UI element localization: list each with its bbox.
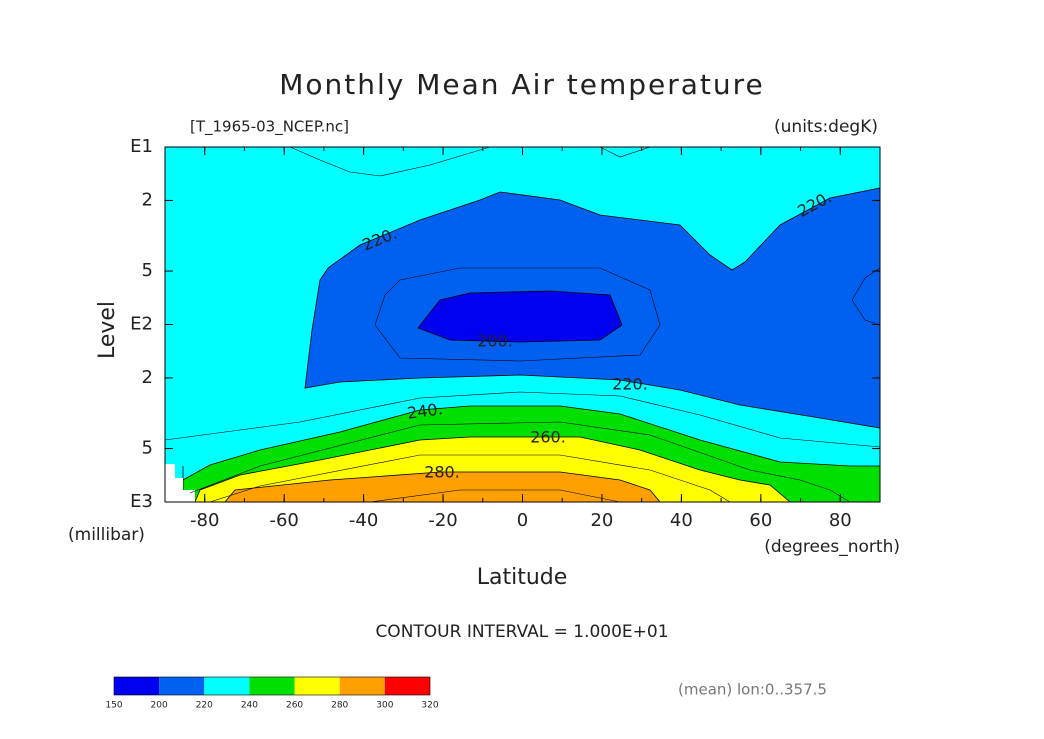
y-tick-label: 5 — [142, 438, 153, 459]
x-tick-label: -40 — [349, 510, 378, 531]
x-tick-label: -20 — [428, 510, 457, 531]
y-tick-label: E1 — [130, 136, 153, 157]
contour-line — [599, 146, 651, 158]
colorbar-label: 150 — [105, 701, 122, 711]
colorbar-swatch — [384, 677, 430, 695]
y-tick-label: E2 — [130, 314, 153, 335]
x-tick-label: 60 — [749, 510, 772, 531]
colorbar-swatch — [339, 677, 385, 695]
y-tick-label: 5 — [142, 260, 153, 281]
x-tick-label: 0 — [517, 510, 528, 531]
colorbar-swatch — [204, 677, 250, 695]
footnote: (mean) lon:0..357.5 — [678, 681, 827, 699]
x-units: (degrees_north) — [764, 537, 900, 557]
contour-label: 240. — [406, 399, 444, 423]
file-label: [T_1965-03_NCEP.nc] — [190, 118, 349, 137]
contour-line — [369, 489, 621, 503]
contour-label: 200. — [477, 332, 513, 351]
contour-label: 280. — [424, 463, 460, 482]
x-tick-label: 20 — [590, 510, 613, 531]
contour-line — [289, 146, 491, 177]
x-tick-label: 80 — [829, 510, 852, 531]
colorbar-swatch — [294, 677, 340, 695]
colorbar-label: 320 — [421, 701, 438, 711]
contour-label: 260. — [530, 428, 566, 447]
chart-title: Monthly Mean Air temperature — [279, 68, 765, 101]
x-tick-label: -80 — [190, 510, 219, 531]
contour-line — [209, 454, 731, 503]
y-units: (millibar) — [68, 525, 145, 545]
x-axis-label: Latitude — [477, 565, 568, 590]
colorbar-label: 300 — [376, 701, 393, 711]
contour-line — [189, 421, 851, 503]
contour-fill — [224, 471, 661, 503]
contour-line — [164, 391, 881, 448]
colorbar-label: 200 — [151, 701, 168, 711]
x-tick-label: -60 — [269, 510, 298, 531]
y-axis-label: Level — [95, 301, 120, 359]
contour-fill — [417, 290, 623, 343]
colorbar-label: 240 — [241, 701, 258, 711]
missing-data — [165, 464, 195, 502]
contour-line — [851, 267, 881, 326]
colorbar-label: 260 — [286, 701, 303, 711]
units-label: (units:degK) — [774, 117, 878, 137]
colorbar-frame — [113, 676, 431, 696]
colorbar-swatch — [249, 677, 295, 695]
contour-label: 220. — [612, 375, 648, 394]
y-tick-label: E3 — [130, 491, 153, 512]
colorbar-label: 280 — [331, 701, 348, 711]
contour-line — [374, 267, 661, 362]
colorbar-swatch — [159, 677, 205, 695]
colorbar-swatch — [114, 677, 160, 695]
contour-interval: CONTOUR INTERVAL = 1.000E+01 — [375, 622, 668, 642]
x-tick-label: 40 — [670, 510, 693, 531]
y-tick-label: 2 — [142, 367, 153, 388]
y-tick-label: 2 — [142, 189, 153, 210]
colorbar-label: 220 — [196, 701, 213, 711]
